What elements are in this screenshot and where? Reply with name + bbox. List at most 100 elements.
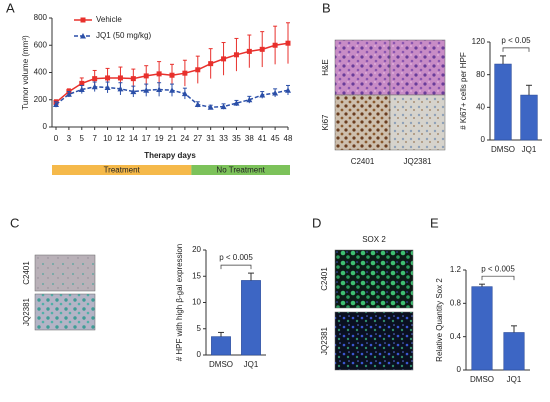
- marker: [117, 75, 123, 81]
- p-value: p < 0.005: [481, 264, 515, 273]
- x-tick-label: 21: [168, 134, 177, 143]
- x-axis-label: Therapy days: [144, 151, 196, 160]
- bar: [520, 94, 538, 141]
- significance-bracket: [220, 264, 252, 270]
- y-axis-label: # Ki67+ cells per HPF: [459, 52, 468, 130]
- marker: [259, 46, 265, 52]
- marker: [208, 61, 214, 67]
- y-tick-label: 120: [472, 37, 486, 46]
- y-tick-label: 0: [43, 122, 48, 131]
- x-tick-label: 3: [67, 134, 72, 143]
- marker: [285, 87, 291, 93]
- marker: [246, 48, 252, 54]
- x-tick-label: 48: [284, 134, 293, 143]
- micrograph: [334, 94, 391, 151]
- marker: [130, 88, 137, 95]
- y-tick-label: 800: [34, 13, 48, 22]
- x-tick-label: 12: [116, 134, 125, 143]
- x-tick-label: 7: [92, 134, 97, 143]
- panel-letter: A: [6, 0, 15, 15]
- micrograph: [334, 311, 414, 371]
- panel-title: SOX 2: [362, 235, 386, 244]
- marker: [181, 90, 188, 97]
- y-tick-label: 5: [197, 324, 202, 333]
- marker: [259, 91, 266, 98]
- x-tick-label: JQ1: [244, 360, 259, 369]
- legend-marker: [80, 33, 86, 39]
- micrograph: [389, 39, 446, 96]
- marker: [233, 52, 239, 58]
- marker: [194, 101, 201, 108]
- marker: [105, 75, 111, 81]
- bar: [471, 286, 493, 371]
- row-label: JQ2381: [320, 326, 329, 355]
- x-tick-label: DMSO: [491, 145, 515, 154]
- row-label: H&E: [321, 59, 330, 75]
- y-tick-label: 0: [457, 365, 462, 374]
- marker: [195, 67, 201, 73]
- bar: [503, 332, 525, 371]
- marker: [79, 80, 85, 86]
- micrograph: [389, 94, 446, 151]
- y-tick-label: 0.8: [450, 298, 462, 307]
- marker: [156, 86, 163, 93]
- panel-letter: D: [312, 215, 321, 230]
- marker: [220, 103, 227, 110]
- y-tick-label: 400: [34, 68, 48, 77]
- y-tick-label: 600: [34, 40, 48, 49]
- p-value: p < 0.05: [501, 36, 531, 45]
- x-tick-label: JQ1: [507, 375, 522, 384]
- bar: [211, 336, 231, 356]
- phase-bar: [191, 165, 290, 175]
- micrograph: [34, 254, 96, 292]
- significance-bracket: [481, 275, 515, 281]
- micrograph: [334, 249, 414, 309]
- x-tick-label: 45: [271, 134, 280, 143]
- marker: [169, 72, 175, 78]
- marker: [285, 40, 291, 46]
- p-value: p < 0.005: [219, 253, 253, 262]
- marker: [65, 91, 72, 97]
- marker: [182, 70, 188, 76]
- x-tick-label: 17: [142, 134, 151, 143]
- marker: [221, 56, 227, 62]
- y-tick-label: 80: [476, 70, 485, 79]
- marker: [246, 96, 253, 103]
- panel-letter: C: [10, 215, 19, 230]
- legend-label: Vehicle: [96, 15, 122, 24]
- bar: [494, 63, 512, 141]
- marker: [53, 101, 59, 108]
- y-tick-label: 15: [192, 271, 201, 280]
- micrograph: [34, 293, 96, 331]
- marker: [272, 89, 279, 96]
- x-tick-label: 35: [232, 134, 241, 143]
- legend-label: JQ1 (50 mg/kg): [96, 31, 151, 40]
- x-tick-label: 38: [245, 134, 254, 143]
- legend-marker: [80, 17, 86, 23]
- marker: [78, 86, 85, 93]
- marker: [104, 84, 111, 90]
- y-tick-label: 20: [192, 245, 201, 254]
- x-tick-label: JQ1: [522, 145, 537, 154]
- column-label: C2401: [351, 157, 375, 166]
- row-label: JQ2381: [22, 297, 31, 326]
- y-tick-label: 1.2: [450, 265, 462, 274]
- marker: [143, 73, 149, 79]
- row-label: C2401: [22, 261, 31, 285]
- x-tick-label: 10: [103, 134, 112, 143]
- y-tick-label: 0: [481, 135, 486, 144]
- y-tick-label: 10: [192, 298, 201, 307]
- phase-bar: [52, 165, 192, 175]
- marker: [207, 104, 214, 110]
- x-tick-label: DMSO: [209, 360, 233, 369]
- y-tick-label: 0: [197, 350, 202, 359]
- column-label: JQ2381: [403, 157, 432, 166]
- x-tick-label: 31: [206, 134, 215, 143]
- marker: [117, 85, 124, 92]
- y-tick-label: 200: [34, 95, 48, 104]
- x-tick-label: 41: [258, 134, 267, 143]
- row-label: Ki67: [321, 114, 330, 131]
- y-axis-label: Tumor volume (mm³): [21, 35, 30, 110]
- x-tick-label: 33: [219, 134, 228, 143]
